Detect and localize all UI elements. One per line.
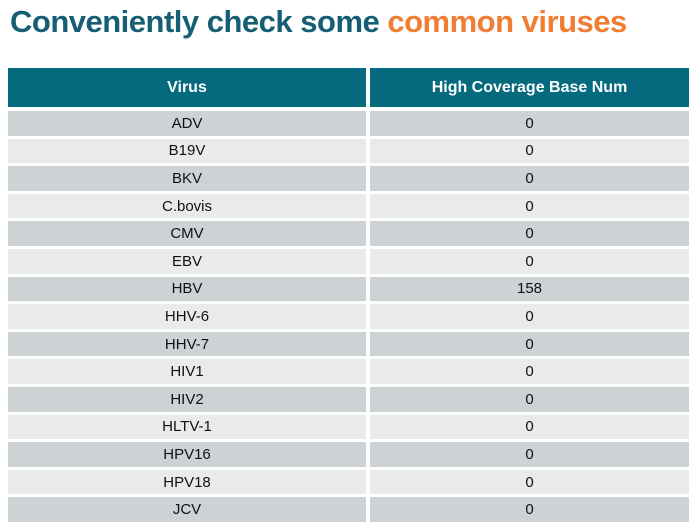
virus-name-cell: HIV1 [8, 359, 366, 384]
title-text: Conveniently check some [10, 4, 388, 39]
table-row: HIV1 0 [8, 359, 689, 384]
high-coverage-base-num-cell: 0 [370, 221, 689, 246]
table-body: ADV 0 B19V 0 BKV 0 C.bovis 0 CMV 0 EBV 0… [8, 111, 689, 522]
virus-name-cell: HIV2 [8, 386, 366, 412]
table-row: JCV 0 [8, 497, 689, 522]
table-row: HHV-7 0 [8, 331, 689, 357]
high-coverage-base-num-cell: 0 [370, 248, 689, 274]
virus-name-cell: HBV [8, 276, 366, 302]
high-coverage-base-num-cell: 0 [370, 331, 689, 357]
title-highlight: common viruses [387, 4, 627, 39]
virus-name-cell: CMV [8, 221, 366, 246]
virus-name-cell: HHV-7 [8, 331, 366, 357]
table-row: HBV 158 [8, 276, 689, 302]
table-row: HPV16 0 [8, 442, 689, 467]
page-title: Conveniently check some common viruses [0, 0, 696, 40]
table-row: HIV2 0 [8, 386, 689, 412]
table-row: C.bovis 0 [8, 193, 689, 219]
table-row: HHV-6 0 [8, 304, 689, 329]
table-row: B19V 0 [8, 138, 689, 164]
high-coverage-base-num-cell: 0 [370, 166, 689, 191]
high-coverage-base-num-cell: 0 [370, 469, 689, 495]
table-row: HLTV-1 0 [8, 414, 689, 440]
virus-name-cell: HLTV-1 [8, 414, 366, 440]
high-coverage-base-num-cell: 0 [370, 138, 689, 164]
virus-name-cell: EBV [8, 248, 366, 274]
virus-table: Virus High Coverage Base Num ADV 0 B19V … [8, 68, 689, 522]
high-coverage-base-num-cell: 0 [370, 304, 689, 329]
table-row: EBV 0 [8, 248, 689, 274]
virus-name-cell: ADV [8, 111, 366, 136]
virus-name-cell: HPV18 [8, 469, 366, 495]
high-coverage-base-num-cell: 0 [370, 359, 689, 384]
virus-name-cell: JCV [8, 497, 366, 522]
table-row: BKV 0 [8, 166, 689, 191]
high-coverage-base-num-cell: 0 [370, 193, 689, 219]
high-coverage-base-num-cell: 158 [370, 276, 689, 302]
table-row: ADV 0 [8, 111, 689, 136]
high-coverage-base-num-cell: 0 [370, 386, 689, 412]
column-header-virus: Virus [8, 68, 366, 107]
high-coverage-base-num-cell: 0 [370, 414, 689, 440]
virus-name-cell: HPV16 [8, 442, 366, 467]
high-coverage-base-num-cell: 0 [370, 442, 689, 467]
high-coverage-base-num-cell: 0 [370, 497, 689, 522]
virus-name-cell: B19V [8, 138, 366, 164]
virus-name-cell: BKV [8, 166, 366, 191]
table-header-row: Virus High Coverage Base Num [8, 68, 689, 107]
high-coverage-base-num-cell: 0 [370, 111, 689, 136]
table-row: CMV 0 [8, 221, 689, 246]
virus-name-cell: HHV-6 [8, 304, 366, 329]
column-header-high-coverage-base-num: High Coverage Base Num [370, 68, 689, 107]
virus-name-cell: C.bovis [8, 193, 366, 219]
table-row: HPV18 0 [8, 469, 689, 495]
